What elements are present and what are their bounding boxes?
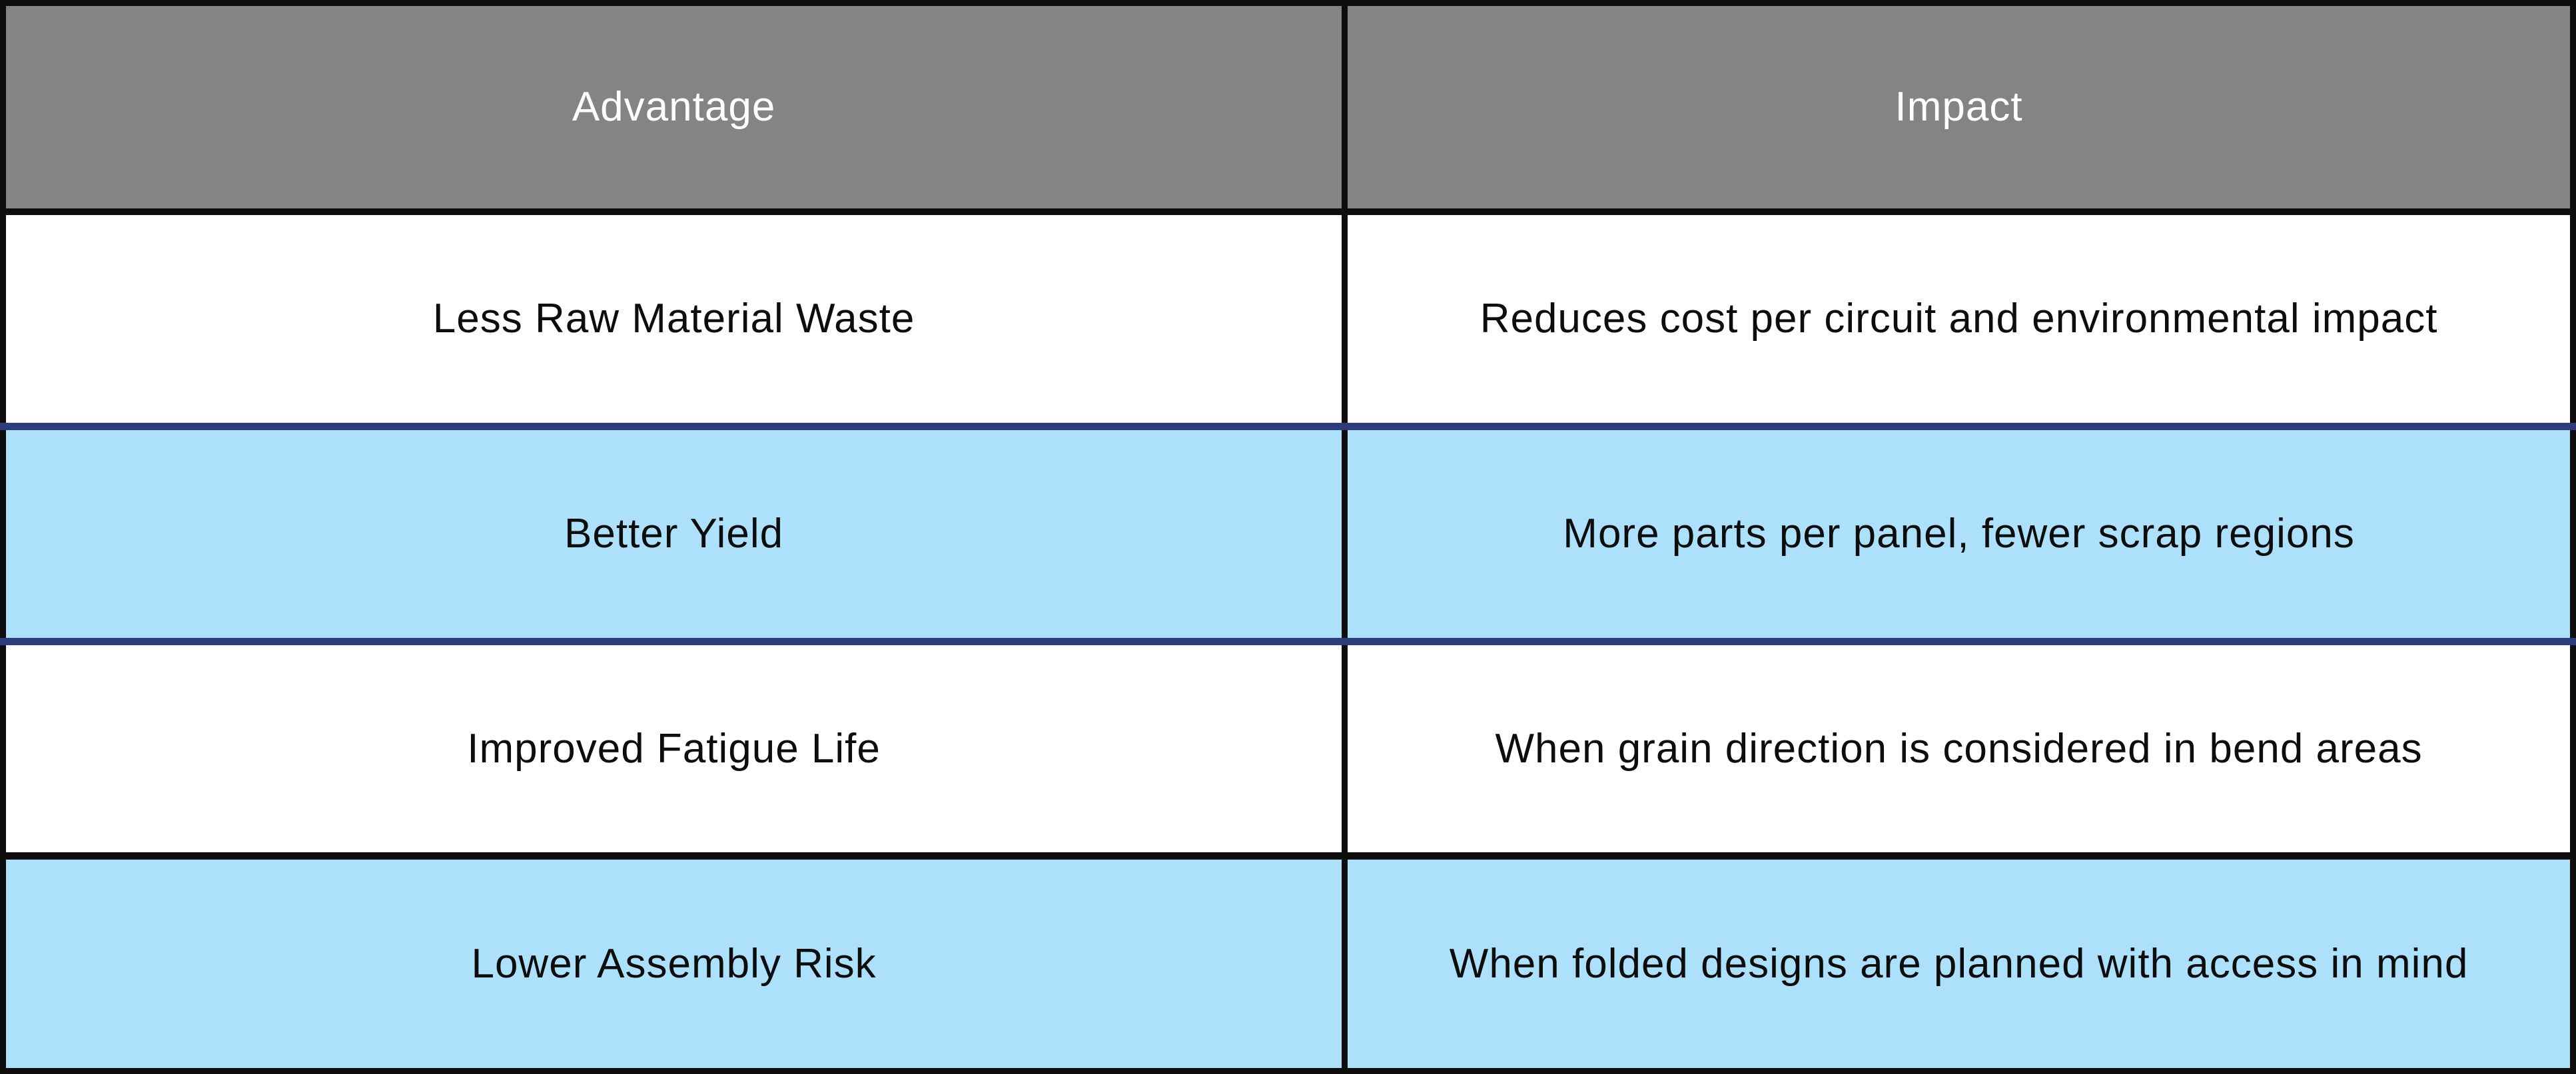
advantage-cell: Better Yield bbox=[0, 426, 1348, 641]
column-header-impact: Impact bbox=[1342, 3, 2576, 212]
table-row: Improved Fatigue Life When grain directi… bbox=[0, 641, 2576, 856]
table-row: Lower Assembly Risk When folded designs … bbox=[0, 856, 2576, 1071]
advantage-cell: Less Raw Material Waste bbox=[0, 211, 1348, 427]
impact-cell: When folded designs are planned with acc… bbox=[1342, 856, 2576, 1071]
advantage-cell: Lower Assembly Risk bbox=[0, 856, 1348, 1071]
impact-cell: Reduces cost per circuit and environment… bbox=[1342, 211, 2576, 427]
impact-cell: More parts per panel, fewer scrap region… bbox=[1342, 426, 2576, 641]
column-header-advantage: Advantage bbox=[0, 3, 1348, 212]
table-row: Less Raw Material Waste Reduces cost per… bbox=[0, 211, 2576, 427]
table-row: Better Yield More parts per panel, fewer… bbox=[0, 426, 2576, 641]
advantage-cell: Improved Fatigue Life bbox=[0, 641, 1348, 856]
table-header-row: Advantage Impact bbox=[0, 3, 2576, 212]
table-body: Less Raw Material Waste Reduces cost per… bbox=[0, 211, 2576, 1071]
impact-cell: When grain direction is considered in be… bbox=[1342, 641, 2576, 856]
